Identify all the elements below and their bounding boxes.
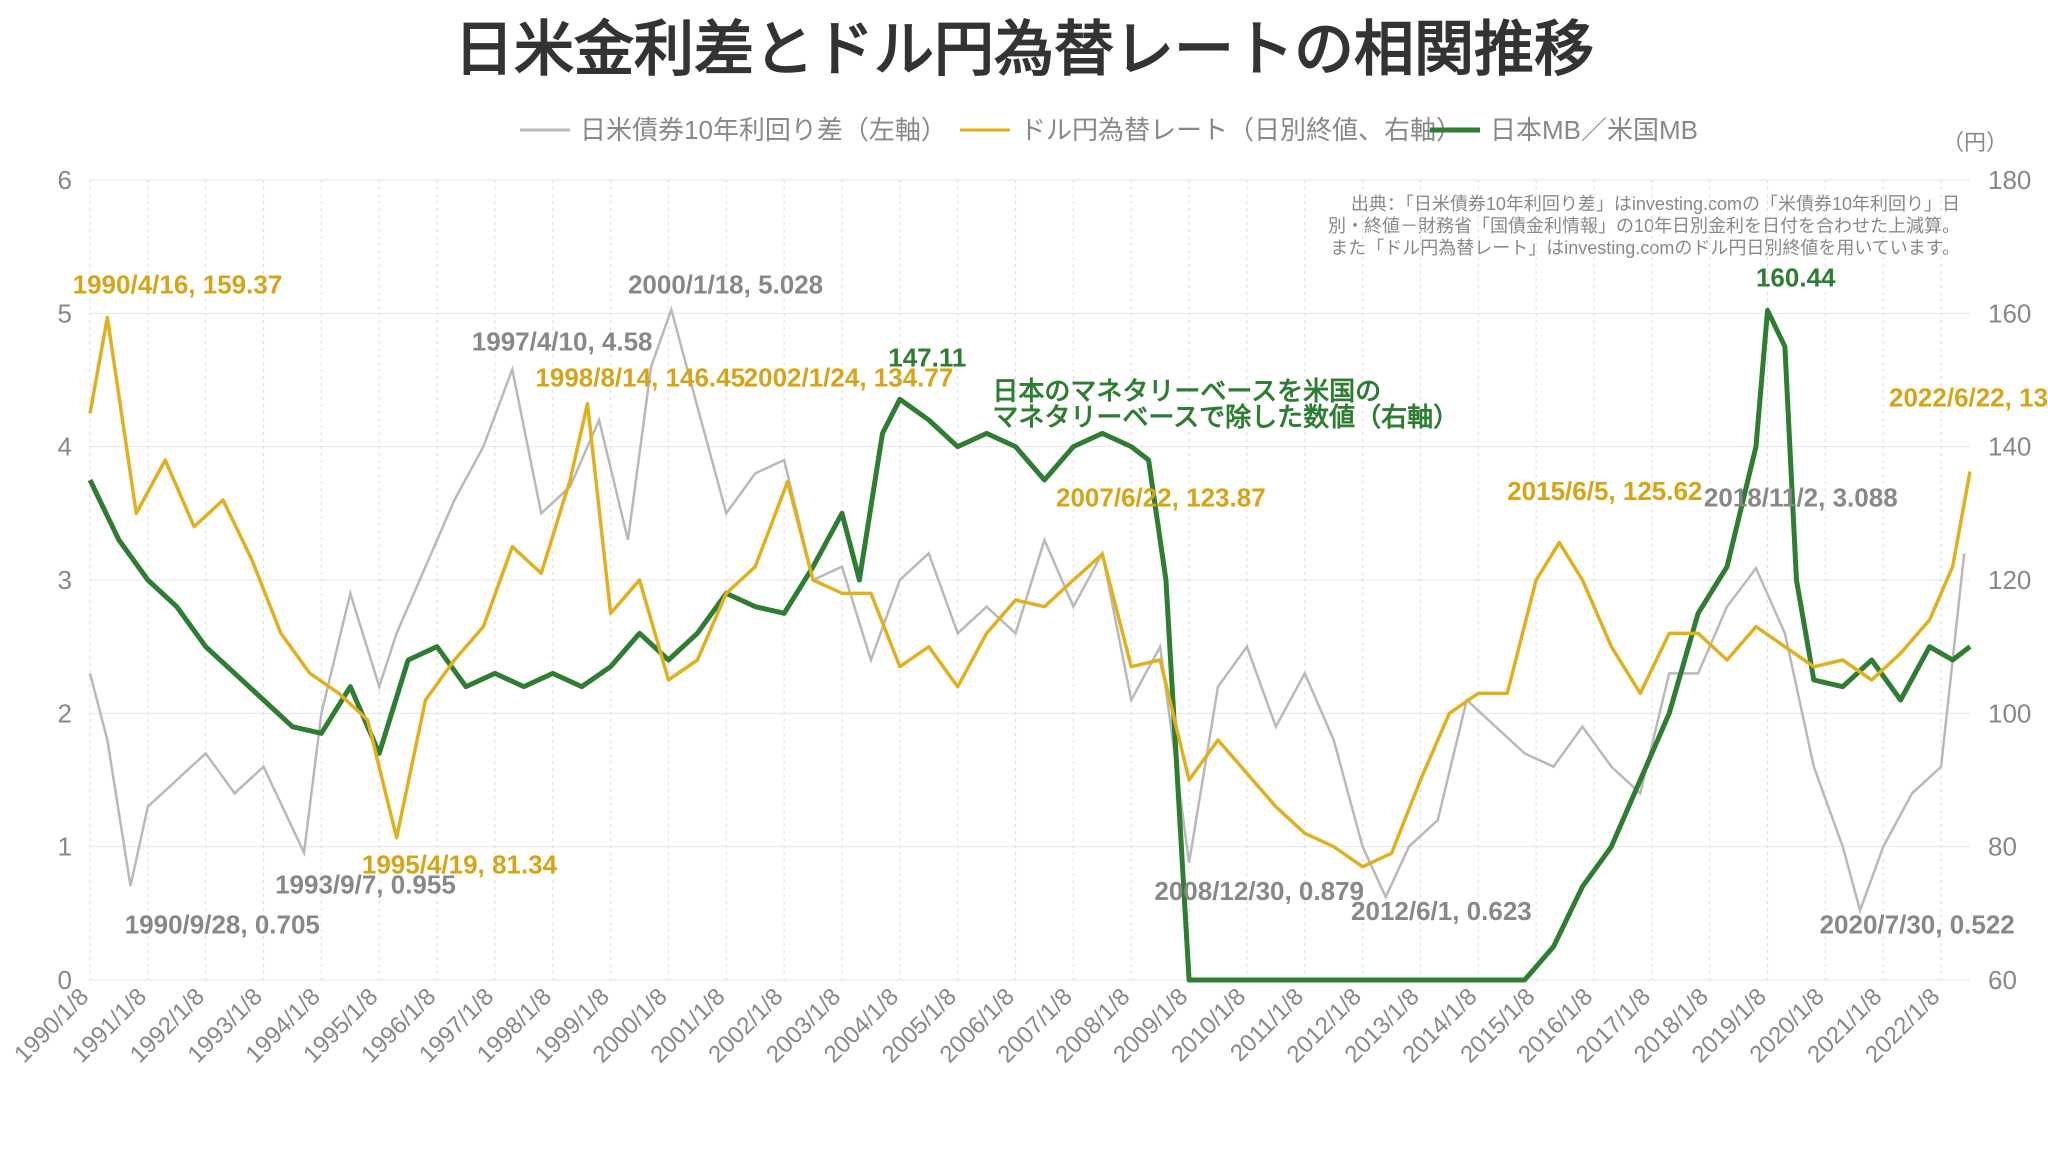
legend-label-s3: 日本MB／米国MB xyxy=(1490,115,1698,145)
annotation-gold: 2022/6/22, 136.26 xyxy=(1889,383,2048,413)
annotation-gray: 1990/9/28, 0.705 xyxy=(125,909,320,939)
left-tick-label: 5 xyxy=(58,298,72,328)
right-tick-label: 160 xyxy=(1988,298,2031,328)
left-tick-label: 6 xyxy=(58,165,72,195)
annotation-gray: 2012/6/1, 0.623 xyxy=(1351,896,1532,926)
right-tick-label: 80 xyxy=(1988,832,2017,862)
annotation-green: 160.44 xyxy=(1756,263,1836,293)
annotation-gray: 2020/7/30, 0.522 xyxy=(1820,909,2015,939)
legend-label-s1: 日米債券10年利回り差（左軸） xyxy=(580,115,947,145)
source-line-3: また「ドル円為替レート」はinvesting.comのドル円日別終値を用いていま… xyxy=(1330,238,1960,258)
right-tick-label: 60 xyxy=(1988,965,2017,995)
right-tick-label: 120 xyxy=(1988,565,2031,595)
annotation-gold: 2007/6/22, 123.87 xyxy=(1056,483,1266,513)
note-green-2: マネタリーベースで除した数値（右軸） xyxy=(992,402,1459,432)
chart-title: 日米金利差とドル円為替レートの相関推移 xyxy=(454,16,1594,83)
annotation-gold: 1998/8/14, 146.45 xyxy=(535,363,745,393)
source-line-1: 出典：「日米債券10年利回り差」はinvesting.comの「米債券10年利回… xyxy=(1351,194,1960,214)
annotation-gold: 1995/4/19, 81.34 xyxy=(362,849,558,879)
annotation-gray: 2008/12/30, 0.879 xyxy=(1154,876,1364,906)
source-line-2: 別・終値－財務省「国債金利情報」の10年日別金利を日付を合わせた上減算。 xyxy=(1328,216,1960,236)
legend-label-s2: ドル円為替レート（日別終値、右軸） xyxy=(1020,115,1462,145)
annotation-gold: 1990/4/16, 159.37 xyxy=(73,269,283,299)
annotation-gray: 2018/11/2, 3.088 xyxy=(1704,483,1898,513)
right-tick-label: 100 xyxy=(1988,698,2031,728)
chart-container: { "title": "日米金利差とドル円為替レートの相関推移", "legen… xyxy=(0,0,2048,1153)
chart-svg: 日米金利差とドル円為替レートの相関推移日米債券10年利回り差（左軸） ドル円為替レ… xyxy=(0,0,2048,1153)
right-axis-unit: （円） xyxy=(1942,130,2008,155)
annotation-gray: 1997/4/10, 4.58 xyxy=(472,327,653,357)
left-tick-label: 3 xyxy=(58,565,72,595)
left-tick-label: 2 xyxy=(58,698,72,728)
left-tick-label: 1 xyxy=(58,832,72,862)
annotation-gold: 2015/6/5, 125.62 xyxy=(1507,476,1702,506)
right-tick-label: 140 xyxy=(1988,432,2031,462)
annotation-green: 147.11 xyxy=(888,343,966,373)
right-tick-label: 180 xyxy=(1988,165,2031,195)
annotation-gray: 2000/1/18, 5.028 xyxy=(628,269,823,299)
left-tick-label: 4 xyxy=(58,432,72,462)
